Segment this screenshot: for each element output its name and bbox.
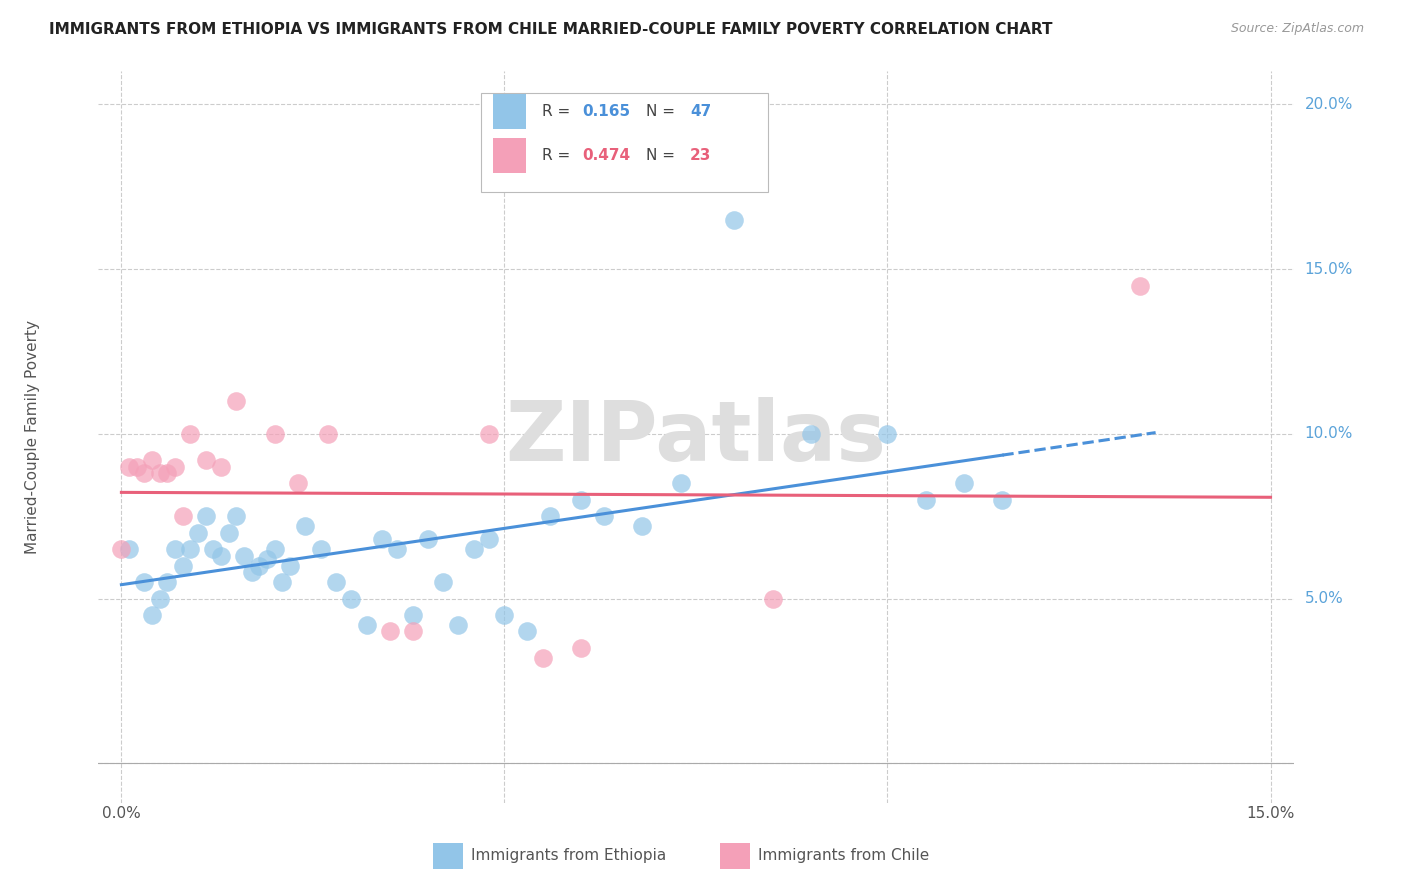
Point	[669, 476, 692, 491]
Point	[325, 575, 347, 590]
Point	[163, 459, 186, 474]
Text: 15.0%: 15.0%	[1246, 806, 1295, 822]
Point	[1129, 278, 1152, 293]
Point	[194, 453, 217, 467]
Point	[125, 459, 148, 474]
Point	[118, 542, 141, 557]
Text: IMMIGRANTS FROM ETHIOPIA VS IMMIGRANTS FROM CHILE MARRIED-COUPLE FAMILY POVERTY : IMMIGRANTS FROM ETHIOPIA VS IMMIGRANTS F…	[49, 22, 1053, 37]
Point	[156, 467, 179, 481]
Point	[271, 575, 294, 590]
Text: R =: R =	[541, 104, 575, 120]
Point	[209, 459, 232, 474]
Point	[723, 212, 745, 227]
FancyBboxPatch shape	[494, 94, 526, 129]
Point	[187, 525, 209, 540]
FancyBboxPatch shape	[720, 843, 749, 869]
Point	[876, 426, 898, 441]
Point	[172, 509, 194, 524]
Point	[593, 509, 616, 524]
Text: 15.0%: 15.0%	[1305, 261, 1353, 277]
FancyBboxPatch shape	[481, 94, 768, 192]
Point	[218, 525, 240, 540]
Point	[316, 426, 339, 441]
Point	[569, 640, 592, 655]
FancyBboxPatch shape	[494, 138, 526, 173]
Point	[141, 607, 163, 622]
Point	[225, 509, 247, 524]
Point	[141, 453, 163, 467]
Point	[401, 607, 423, 622]
Text: 0.0%: 0.0%	[103, 806, 141, 822]
Point	[172, 558, 194, 573]
Text: N =: N =	[645, 104, 679, 120]
Text: 0.474: 0.474	[582, 148, 630, 163]
Text: R =: R =	[541, 148, 575, 163]
Text: 23: 23	[690, 148, 711, 163]
Point	[149, 591, 172, 606]
Point	[401, 624, 423, 639]
Text: Married-Couple Family Poverty: Married-Couple Family Poverty	[25, 320, 41, 554]
Point	[478, 533, 501, 547]
Point	[240, 565, 263, 579]
Point	[309, 542, 332, 557]
Point	[179, 542, 201, 557]
Point	[416, 533, 439, 547]
Point	[163, 542, 186, 557]
Point	[209, 549, 232, 563]
Point	[256, 552, 278, 566]
Point	[356, 618, 378, 632]
Point	[118, 459, 141, 474]
Point	[134, 467, 156, 481]
Text: 5.0%: 5.0%	[1305, 591, 1343, 606]
Text: 10.0%: 10.0%	[1305, 426, 1353, 442]
Text: Source: ZipAtlas.com: Source: ZipAtlas.com	[1230, 22, 1364, 36]
Point	[800, 426, 823, 441]
Point	[134, 575, 156, 590]
Text: Immigrants from Ethiopia: Immigrants from Ethiopia	[471, 848, 666, 863]
Point	[225, 393, 247, 408]
Text: 0.165: 0.165	[582, 104, 630, 120]
Point	[378, 624, 401, 639]
Point	[371, 533, 394, 547]
Point	[538, 509, 561, 524]
Text: N =: N =	[645, 148, 679, 163]
Point	[447, 618, 470, 632]
Text: 20.0%: 20.0%	[1305, 97, 1353, 112]
Text: 47: 47	[690, 104, 711, 120]
Point	[385, 542, 409, 557]
Point	[463, 542, 485, 557]
Point	[294, 519, 316, 533]
Point	[531, 650, 554, 665]
Point	[761, 591, 783, 606]
Point	[287, 476, 309, 491]
Point	[953, 476, 976, 491]
Point	[991, 492, 1014, 507]
Point	[432, 575, 454, 590]
Point	[263, 542, 285, 557]
Point	[569, 492, 592, 507]
Point	[478, 426, 501, 441]
Point	[494, 607, 516, 622]
Text: ZIPatlas: ZIPatlas	[506, 397, 886, 477]
Point	[194, 509, 217, 524]
Text: Immigrants from Chile: Immigrants from Chile	[758, 848, 929, 863]
FancyBboxPatch shape	[433, 843, 463, 869]
Point	[179, 426, 201, 441]
Point	[202, 542, 225, 557]
Point	[156, 575, 179, 590]
Point	[516, 624, 538, 639]
Point	[340, 591, 363, 606]
Point	[233, 549, 256, 563]
Point	[149, 467, 172, 481]
Point	[631, 519, 654, 533]
Point	[110, 542, 132, 557]
Point	[278, 558, 301, 573]
Point	[914, 492, 936, 507]
Point	[247, 558, 270, 573]
Point	[263, 426, 285, 441]
